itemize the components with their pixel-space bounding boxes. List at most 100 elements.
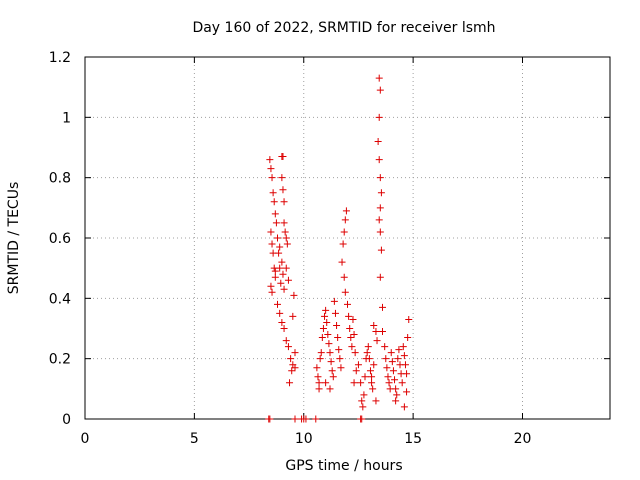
data-point	[327, 358, 335, 366]
data-point	[340, 273, 348, 281]
x-tick-label: 10	[295, 431, 313, 447]
y-tick-label: 0	[62, 412, 71, 428]
data-point	[347, 334, 355, 342]
data-point	[268, 240, 276, 248]
x-axis-label: GPS time / hours	[285, 458, 402, 474]
y-tick-label: 0.2	[49, 352, 71, 368]
data-point	[326, 385, 334, 393]
data-point	[376, 273, 384, 281]
data-point	[375, 74, 383, 82]
data-point	[330, 297, 338, 305]
y-axis-label: SRMTID / TECUs	[6, 182, 22, 295]
data-point	[398, 379, 406, 387]
data-point	[323, 318, 331, 326]
data-point	[341, 288, 349, 296]
data-point	[365, 355, 373, 363]
data-point	[280, 198, 288, 206]
data-point	[315, 379, 323, 387]
data-point	[368, 379, 376, 387]
data-point	[291, 349, 299, 357]
data-point	[354, 361, 362, 369]
data-point	[379, 303, 386, 311]
data-point	[267, 165, 275, 173]
data-point	[374, 137, 382, 145]
data-point	[291, 364, 299, 372]
data-point	[392, 397, 400, 405]
data-point	[349, 315, 357, 323]
data-point	[278, 318, 286, 326]
data-point	[403, 370, 411, 378]
data-point	[274, 234, 281, 242]
data-point	[322, 379, 330, 387]
data-point	[280, 285, 288, 293]
data-point	[331, 309, 339, 317]
x-tick-label: 5	[190, 431, 199, 447]
data-point	[280, 325, 288, 332]
data-point	[271, 267, 279, 275]
data-point	[376, 86, 384, 94]
data-point	[358, 415, 366, 423]
data-point	[361, 373, 369, 381]
data-point	[277, 279, 285, 287]
data-point	[357, 379, 365, 387]
data-point	[405, 315, 413, 323]
data-point	[346, 325, 354, 332]
data-point	[336, 355, 344, 363]
y-tick-label: 1.2	[49, 50, 71, 66]
data-point	[368, 373, 376, 381]
data-point	[284, 276, 292, 284]
data-point	[351, 349, 359, 357]
data-point	[394, 355, 402, 363]
data-point	[282, 234, 290, 242]
data-point	[275, 249, 283, 257]
data-point	[373, 337, 381, 345]
data-point	[269, 189, 277, 197]
data-point	[281, 228, 289, 236]
data-point	[401, 361, 409, 369]
x-tick-label: 15	[404, 431, 422, 447]
grid	[85, 57, 610, 419]
data-point	[334, 334, 342, 342]
data-point	[266, 415, 274, 423]
data-point	[389, 367, 397, 375]
y-tick-label: 1	[62, 110, 71, 126]
x-tick-label: 0	[81, 431, 90, 447]
data-point	[391, 376, 399, 384]
data-point	[379, 328, 386, 336]
data-point	[382, 355, 390, 363]
data-point	[404, 334, 412, 342]
data-point	[369, 385, 377, 393]
data-point	[302, 415, 310, 423]
data-point	[372, 328, 380, 336]
data-point	[383, 364, 391, 372]
y-tick-label: 0.8	[49, 171, 71, 187]
data-point	[392, 385, 400, 393]
data-point	[359, 403, 367, 411]
data-point	[318, 334, 326, 342]
data-point	[267, 228, 275, 236]
data-point	[274, 300, 281, 308]
data-point	[276, 264, 284, 272]
data-point	[289, 312, 297, 320]
data-point	[400, 352, 408, 360]
data-point	[326, 349, 334, 357]
data-point	[324, 331, 332, 339]
data-point	[358, 397, 366, 405]
data-point	[284, 343, 292, 351]
y-tick-label: 0.4	[49, 291, 71, 307]
data-point	[377, 189, 385, 197]
data-point	[381, 343, 389, 351]
data-point	[335, 346, 343, 354]
data-point	[321, 312, 329, 320]
data-point	[345, 312, 353, 320]
data-point	[375, 216, 383, 224]
data-point	[282, 337, 290, 345]
chart-title: Day 160 of 2022, SRMTID for receiver lsm…	[192, 20, 495, 36]
data-point	[400, 403, 408, 411]
data-point	[286, 379, 294, 387]
data-point	[278, 258, 286, 266]
data-point	[267, 282, 275, 290]
data-point	[341, 216, 349, 224]
data-point	[375, 156, 383, 164]
